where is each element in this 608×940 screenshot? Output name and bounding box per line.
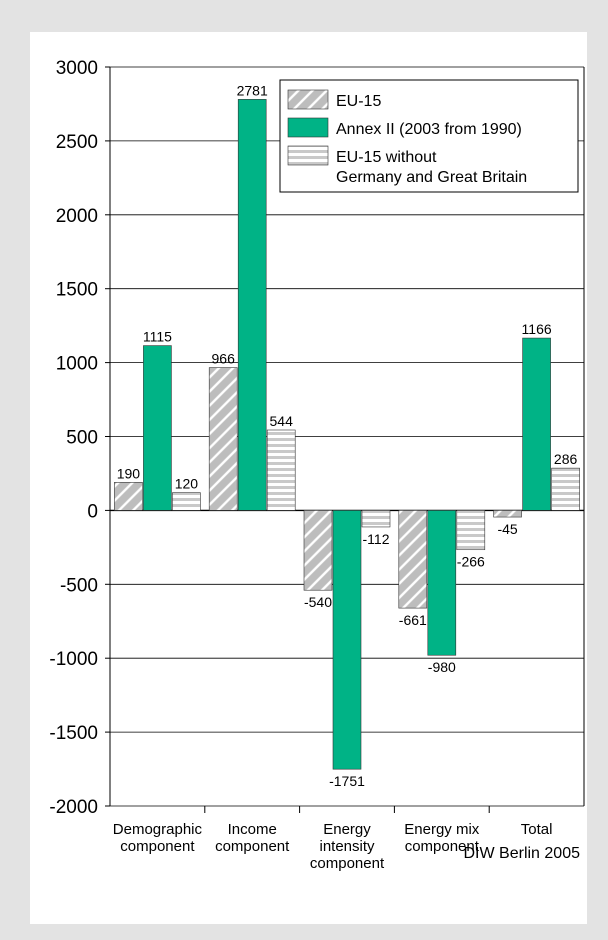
bar bbox=[208, 367, 238, 511]
x-tick-label: Energy mix component bbox=[404, 821, 480, 855]
bar bbox=[456, 510, 486, 551]
y-tick-label: 3000 bbox=[56, 58, 98, 79]
legend-swatch bbox=[287, 89, 329, 110]
data-label: -266 bbox=[457, 554, 485, 570]
legend-label: EU-15 without Germany and Great Britain bbox=[336, 149, 527, 186]
bar bbox=[237, 99, 267, 511]
data-label: 286 bbox=[554, 451, 578, 467]
x-tick-label: Total bbox=[521, 821, 553, 838]
x-tick-label: Demographic component bbox=[113, 821, 203, 855]
y-tick-label: -1000 bbox=[49, 649, 98, 670]
bar bbox=[266, 429, 296, 511]
data-label: -980 bbox=[428, 659, 456, 675]
data-label: -540 bbox=[304, 594, 332, 610]
y-tick-label: -1500 bbox=[49, 723, 98, 744]
bar bbox=[114, 482, 143, 511]
data-label: 966 bbox=[212, 351, 236, 367]
data-label: -112 bbox=[363, 531, 390, 547]
legend-box bbox=[279, 79, 579, 193]
source-label: DIW Berlin 2005 bbox=[463, 845, 581, 862]
data-label: -661 bbox=[399, 612, 427, 628]
bar bbox=[522, 337, 551, 511]
data-label: -45 bbox=[497, 521, 517, 537]
y-tick-label: 1000 bbox=[56, 354, 98, 375]
y-tick-label: 2500 bbox=[56, 132, 98, 153]
bar bbox=[493, 510, 522, 518]
data-label: -1751 bbox=[329, 773, 365, 789]
x-tick-label: Energy intensity component bbox=[310, 821, 385, 872]
data-label: 1115 bbox=[143, 329, 172, 345]
data-label: 544 bbox=[270, 413, 294, 429]
legend-swatch bbox=[287, 117, 329, 138]
x-tick-label: Income component bbox=[215, 821, 290, 855]
data-label: 1166 bbox=[522, 321, 552, 337]
y-tick-label: 2000 bbox=[56, 206, 98, 227]
bar bbox=[427, 510, 457, 656]
y-tick-label: -500 bbox=[60, 575, 98, 596]
bar bbox=[398, 510, 428, 609]
bar bbox=[303, 510, 333, 591]
y-tick-label: 1500 bbox=[56, 280, 98, 301]
y-tick-label: 0 bbox=[87, 501, 98, 522]
legend-label: EU-15 bbox=[336, 93, 381, 110]
bar bbox=[332, 510, 362, 770]
data-label: 120 bbox=[175, 476, 199, 492]
bar bbox=[143, 345, 172, 511]
legend-swatch bbox=[287, 145, 329, 166]
bar bbox=[361, 510, 391, 528]
legend-label: Annex II (2003 from 1990) bbox=[336, 121, 522, 138]
bar bbox=[172, 492, 201, 511]
data-label: 2781 bbox=[237, 82, 268, 98]
data-label: 190 bbox=[117, 465, 141, 481]
y-tick-label: 500 bbox=[66, 428, 98, 449]
bar bbox=[551, 467, 580, 511]
y-tick-label: -2000 bbox=[49, 797, 98, 818]
